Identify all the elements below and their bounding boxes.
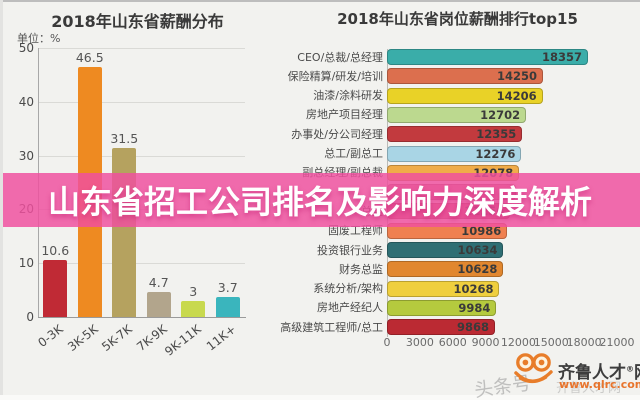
bar-value-7K-9K: 4.7 (148, 274, 169, 290)
row-label-14: 房地产经纪人 (317, 301, 383, 315)
left-chart-title: 2018年山东省薪酬分布 (51, 12, 224, 31)
row-label-3: 油漆/涂料研发 (313, 89, 383, 103)
bar-7K-9K (146, 291, 171, 317)
row-value-11: 10634 (457, 243, 498, 257)
row-label-6: 总工/副总工 (324, 147, 383, 160)
x-tick-label-3000: 3000 (405, 336, 434, 349)
row-bar-14: 9984 (387, 299, 497, 316)
row-label-15: 高级建筑工程师/总工 (280, 320, 383, 334)
bottom-edge-border (0, 395, 640, 400)
gridline-30 (38, 155, 245, 157)
x-tick-label-6000: 6000 (438, 336, 467, 349)
y-tick-label-50: 50 (18, 41, 34, 55)
row-label-11: 投资银行业务 (317, 243, 383, 257)
brand-name: 齐鲁人才®网 (558, 358, 640, 383)
bar-value-5K-7K: 31.5 (110, 130, 139, 146)
gridline-10 (38, 263, 245, 265)
row-value-4: 12702 (480, 107, 521, 122)
row-bar-4: 12702 (387, 106, 527, 123)
row-value-10: 10986 (461, 223, 502, 238)
bar-0-3K (43, 259, 68, 317)
row-bar-13: 10268 (387, 280, 500, 297)
gridline-40 (38, 101, 245, 103)
bar-value-0-3K: 10.6 (41, 242, 70, 258)
bar-9K-11K (181, 300, 206, 317)
row-value-2: 14250 (497, 69, 538, 84)
bar-11K+ (215, 297, 240, 317)
row-label-12: 财务总监 (339, 262, 383, 276)
row-label-5: 办事处/分公司经理 (291, 127, 383, 141)
y-tick-label-40: 40 (18, 94, 34, 109)
brand-watermark-overlay: 齐鲁人才网 (556, 381, 622, 396)
y-tick-label-0: 0 (26, 310, 34, 324)
brand-url: www.qlrc.com (559, 378, 640, 391)
gridline-50 (38, 48, 245, 49)
x-tick-label-18000: 18000 (566, 336, 602, 349)
row-value-6: 12276 (475, 146, 516, 161)
row-value-1: 18357 (542, 50, 583, 64)
row-bar-3: 14206 (387, 87, 543, 104)
row-value-14: 9984 (458, 300, 491, 315)
row-bar-5: 12355 (387, 126, 523, 143)
y-tick-label-30: 30 (18, 148, 34, 163)
x-tick-label-21000: 21000 (599, 336, 635, 349)
row-value-12: 10628 (457, 262, 498, 277)
x-tick-label-12000: 12000 (500, 336, 536, 349)
x-tick-label-0: 0 (383, 336, 391, 349)
registered-mark: ® (626, 364, 634, 374)
bar-value-11K+: 3.7 (217, 280, 238, 296)
top-edge-border (0, 0, 640, 2)
brand-footer: 头条号 齐鲁人才®网 齐鲁人才网 www.qlrc.com (460, 348, 640, 402)
row-bar-2: 14250 (387, 68, 544, 85)
row-bar-12: 10628 (387, 261, 504, 278)
left-edge-border (0, 0, 3, 400)
row-value-15: 9868 (457, 320, 490, 335)
frog-mascot-icon (512, 352, 554, 394)
brand-name-left: 齐鲁人才 (558, 363, 626, 383)
row-label-13: 系统分析/架构 (313, 282, 383, 296)
row-bar-11: 10634 (387, 242, 504, 258)
bar-value-9K-11K: 3 (189, 283, 198, 299)
row-label-1: CEO/总裁/总经理 (297, 50, 383, 64)
row-label-2: 保险精算/研发/培训 (287, 69, 383, 83)
right-chart-title: 2018年山东省岗位薪酬排行top15 (337, 10, 578, 28)
row-value-13: 10268 (453, 281, 494, 296)
row-value-3: 14206 (496, 88, 537, 103)
row-bar-6: 12276 (387, 145, 522, 162)
row-label-4: 房地产项目经理 (306, 108, 383, 122)
row-value-5: 12355 (476, 127, 517, 142)
y-tick-label-10: 10 (18, 256, 34, 271)
x-tick-label-15000: 15000 (533, 336, 569, 349)
row-bar-15: 9868 (387, 319, 496, 336)
x-axis-line (38, 317, 246, 318)
headline-text: 山东省招工公司排名及影响力深度解析 (47, 183, 592, 221)
brand-name-right: 网 (634, 363, 640, 383)
row-bar-1: 18357 (387, 49, 589, 65)
bar-value-3K-5K: 46.5 (75, 49, 104, 65)
left-chart-unit-label: 单位：% (17, 32, 61, 45)
headline-banner: 山东省招工公司排名及影响力深度解析 (0, 173, 640, 227)
row-label-10: 固废工程师 (328, 224, 383, 238)
x-tick-label-9000: 9000 (471, 336, 500, 349)
